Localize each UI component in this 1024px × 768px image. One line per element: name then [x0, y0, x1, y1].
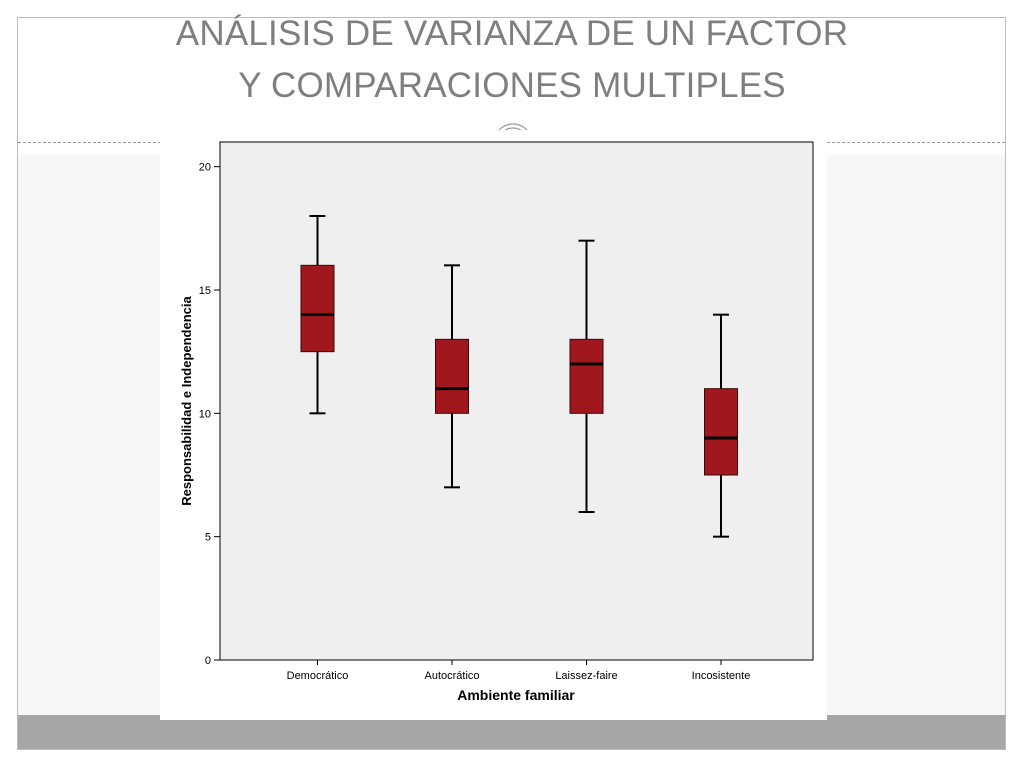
box-iqr — [435, 338, 469, 414]
box-3 — [569, 239, 604, 513]
boxes — [300, 215, 738, 538]
slide-title-line-2: Y COMPARACIONES MULTIPLES — [238, 66, 786, 105]
chart-panel: 0 5 10 15 20 Democrático Autocrático Laissez-f… — [160, 130, 827, 720]
y-axis-label: Responsabilidad e Independencia — [179, 295, 194, 505]
slide-title: ANÁLISIS DE VARIANZA DE UN FACTOR Y COMP… — [0, 8, 1024, 112]
y-tick-label: 5 — [205, 532, 211, 544]
box-2 — [435, 264, 469, 489]
bottom-bar — [18, 715, 1005, 749]
x-tick-label: Democrático — [287, 670, 349, 682]
y-tick-label: 10 — [199, 408, 211, 420]
y-tick-label: 15 — [199, 285, 211, 297]
x-tick-label: Incosistente — [692, 670, 751, 682]
box-1 — [300, 215, 335, 415]
x-tick-label: Autocrático — [424, 670, 479, 682]
boxplot-chart: 0 5 10 15 20 Democrático Autocrático Laissez-f… — [179, 141, 814, 703]
y-tick-label: 20 — [199, 162, 211, 174]
slide-title-line-1: ANÁLISIS DE VARIANZA DE UN FACTOR — [175, 14, 849, 53]
y-axis: 0 5 10 15 20 — [199, 162, 220, 667]
x-tick-label: Laissez-faire — [555, 670, 617, 682]
box-4 — [704, 313, 738, 538]
box-iqr — [300, 264, 335, 353]
y-tick-label: 0 — [205, 655, 211, 667]
x-axis-label: Ambiente familiar — [457, 687, 575, 703]
x-axis: Democrático Autocrático Laissez-faire Incos… — [287, 660, 751, 682]
box-iqr — [569, 338, 604, 414]
box-iqr — [704, 388, 738, 476]
